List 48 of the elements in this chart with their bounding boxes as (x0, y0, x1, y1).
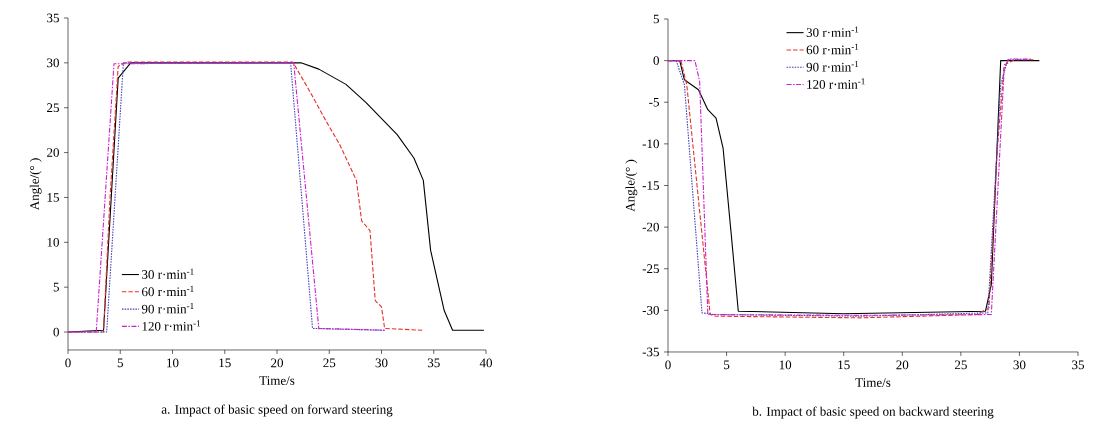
legend-label: 90 r·min$^{-1}$ (141, 302, 194, 314)
y-tick-label: 15 (47, 193, 59, 202)
x-tick-label: 30 (375, 358, 388, 368)
x-tick-label: 0 (65, 358, 71, 368)
y-tick-label: 35 (47, 13, 59, 23)
legend-label: 60 r·min$^{-1}$ (142, 285, 194, 297)
x-axis-title: Time/s (259, 376, 295, 385)
x-tick-label: 40 (479, 358, 493, 368)
x-tick-label: 15 (838, 360, 850, 370)
y-axis-title: Angle/(° ) (29, 158, 42, 211)
x-tick-label: 10 (167, 358, 179, 368)
legend-label: 30 r·min$^{-1}$ (142, 268, 194, 279)
text: a. Impact of basic speed on forward steering (161, 404, 393, 417)
y-tick-label: 30 (47, 58, 59, 68)
legend-label: 60 r·min$^{-1}$ (806, 43, 859, 55)
y-tick-label: 10 (47, 237, 59, 247)
legend-label: 120 r·min$^{-1}$ (142, 320, 201, 331)
y-tick-label: 5 (53, 282, 59, 292)
x-tick-label: 0 (665, 360, 671, 370)
legend-label: 30 r·min$^{-1}$ (806, 26, 859, 37)
x-tick-label: 30 (1013, 360, 1026, 370)
y-tick-label: -15 (642, 181, 659, 190)
y-tick-label: 0 (53, 327, 59, 337)
y-tick-label: -10 (642, 139, 659, 149)
y-tick-label: -20 (642, 222, 659, 232)
x-tick-label: 35 (1072, 360, 1085, 370)
y-tick-label: -5 (649, 97, 659, 107)
x-tick-label: 15 (219, 358, 231, 368)
y-tick-label: -35 (642, 347, 659, 357)
text: b. Impact of basic speed on backward steering (752, 406, 994, 419)
x-tick-label: 25 (323, 358, 336, 368)
y-axis-title: Angle/(° ) (625, 159, 638, 212)
x-tick-label: 5 (117, 358, 124, 368)
y-tick-label: -30 (642, 305, 659, 315)
x-tick-label: 35 (427, 358, 440, 368)
y-tick-label: 0 (653, 56, 659, 65)
x-tick-label: 25 (954, 360, 967, 370)
y-tick-label: -25 (642, 264, 659, 274)
y-tick-label: 20 (47, 148, 59, 157)
x-tick-label: 10 (779, 360, 792, 370)
legend-label: 120 r·min$^{-1}$ (807, 78, 865, 89)
legend-label: 90 r·min$^{-1}$ (806, 61, 859, 72)
x-tick-label: 5 (724, 360, 730, 370)
x-tick-label: 20 (896, 360, 909, 370)
y-tick-label: 5 (653, 14, 659, 24)
y-tick-label: 25 (47, 103, 59, 113)
x-tick-label: 20 (271, 358, 284, 368)
x-axis-title: Time/s (855, 378, 891, 387)
